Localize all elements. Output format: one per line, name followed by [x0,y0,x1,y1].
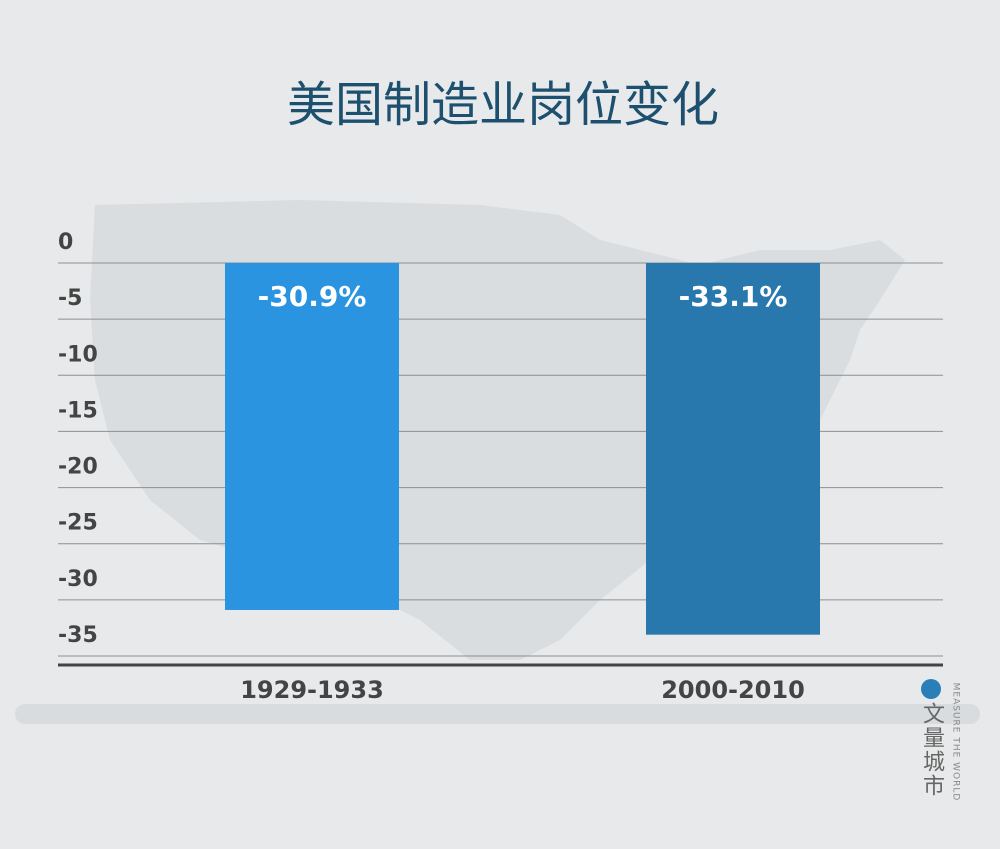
y-tick-label: 0 [58,230,73,255]
chart-title: 美国制造业岗位变化 [287,77,719,133]
y-tick-label: -5 [58,286,82,311]
logo-icon [921,679,941,699]
y-tick-label: -15 [58,398,98,423]
brand: 文量城市 [919,702,945,798]
bar [225,263,399,610]
value-label: -33.1% [679,280,788,313]
y-tick-label: -25 [58,511,98,536]
tagline: MEASURE THE WORLD [951,683,961,802]
value-label: -30.9% [258,280,367,313]
y-tick-label: -20 [58,455,98,480]
y-tick-label: -35 [58,623,98,648]
y-tick-label: -30 [58,567,98,592]
y-tick-label: -10 [58,342,98,367]
plot: 0 -5 -10 -15 -20 -25 -30 -35 -30.9% 1929-1933 -33.… [58,230,943,704]
x-tick-label: 2000-2010 [661,676,805,704]
bar [646,263,820,635]
scroll-track [15,704,980,724]
x-tick-label: 1929-1933 [240,676,384,704]
